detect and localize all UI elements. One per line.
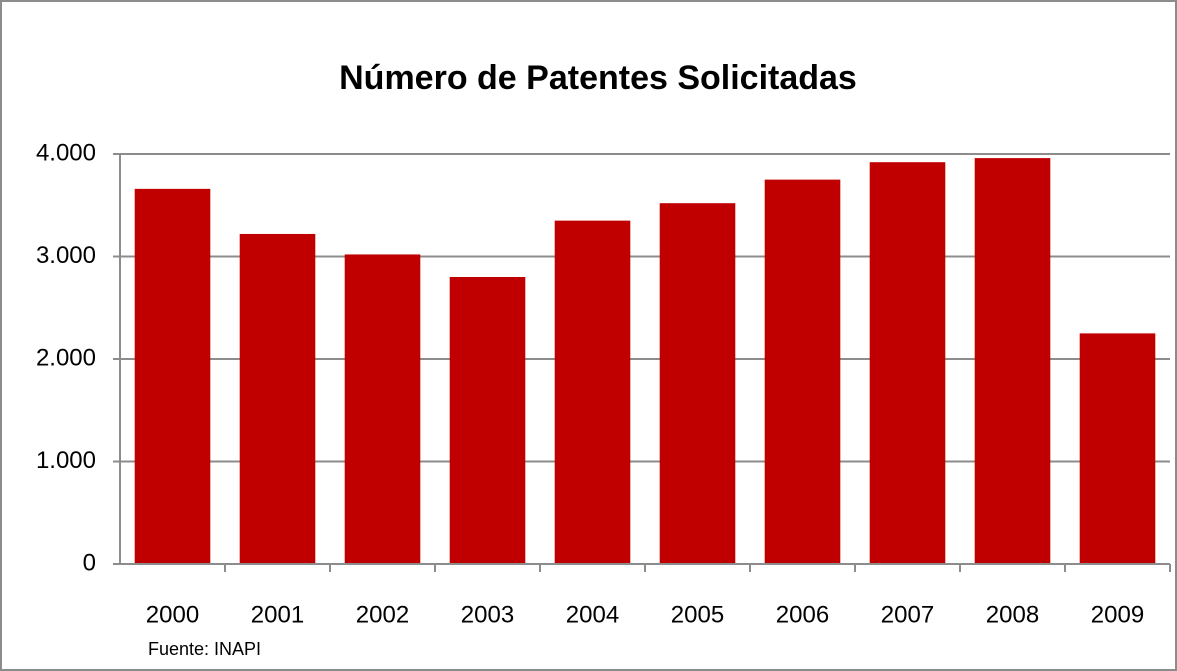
bar — [239, 233, 316, 564]
bar — [449, 277, 526, 564]
bar — [869, 162, 946, 564]
x-tick-label: 2001 — [251, 601, 304, 628]
bar — [134, 188, 211, 564]
x-tick-label: 2002 — [356, 601, 409, 628]
bar — [659, 203, 736, 564]
y-tick-label: 0 — [83, 549, 96, 576]
x-tick-label: 2003 — [461, 601, 514, 628]
x-tick-label: 2009 — [1091, 601, 1144, 628]
x-tick-label: 2006 — [776, 601, 829, 628]
x-tick-label: 2000 — [146, 601, 199, 628]
x-tick-label: 2004 — [566, 601, 619, 628]
bar — [344, 254, 421, 564]
y-tick-label: 4.000 — [36, 139, 96, 166]
x-tick-label: 2007 — [881, 601, 934, 628]
source-note: Fuente: INAPI — [148, 639, 261, 659]
bar — [554, 220, 631, 564]
x-tick-label: 2008 — [986, 601, 1039, 628]
chart-title: Número de Patentes Solicitadas — [339, 59, 857, 97]
bar — [974, 158, 1051, 564]
y-tick-label: 3.000 — [36, 242, 96, 269]
bar — [1079, 333, 1156, 564]
x-tick-label: 2005 — [671, 601, 724, 628]
y-tick-label: 2.000 — [36, 344, 96, 371]
y-tick-label: 1.000 — [36, 447, 96, 474]
bar — [764, 179, 841, 564]
